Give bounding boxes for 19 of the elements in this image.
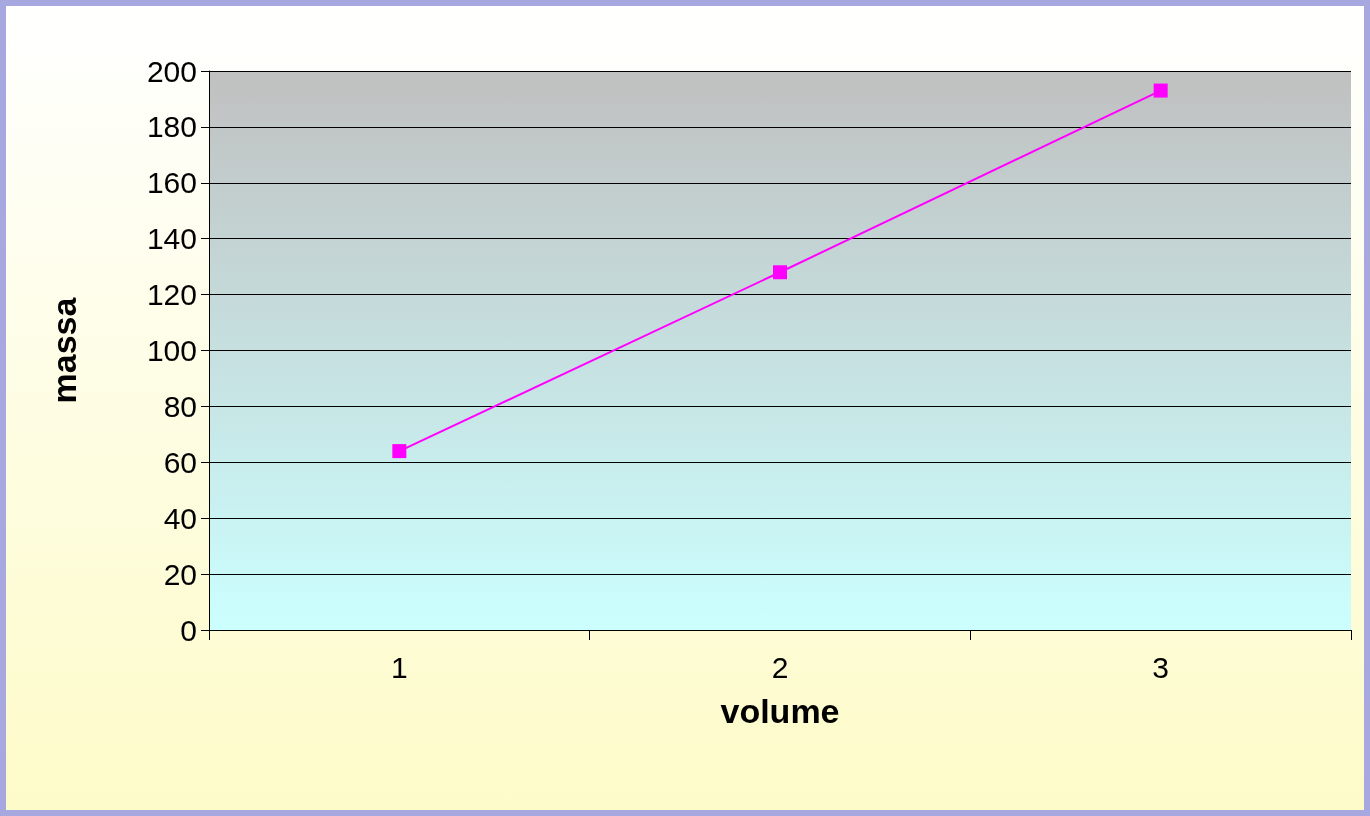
y-tick-label: 40 (163, 501, 197, 535)
y-tick-label: 60 (163, 445, 197, 479)
y-tick-label: 200 (146, 54, 197, 88)
y-tick-label: 100 (146, 334, 197, 367)
point (1153, 83, 1168, 98)
y-axis-title: massa (45, 296, 83, 404)
y-tick-label: 180 (146, 110, 197, 144)
y-tick-label: 80 (163, 389, 197, 423)
y-tick-label: 140 (146, 222, 197, 256)
x-tick-label: 2 (771, 650, 789, 684)
point (773, 265, 787, 280)
y-tick-label: 120 (146, 278, 197, 312)
x-axis-title: volume (720, 692, 840, 730)
y-tick-label: 160 (146, 166, 197, 200)
y-tick-label: 20 (163, 557, 197, 591)
y-tick-label: 0 (180, 613, 197, 647)
x-tick-label: 3 (1152, 650, 1170, 684)
x-tick-label: 1 (390, 650, 408, 684)
point (392, 444, 407, 459)
